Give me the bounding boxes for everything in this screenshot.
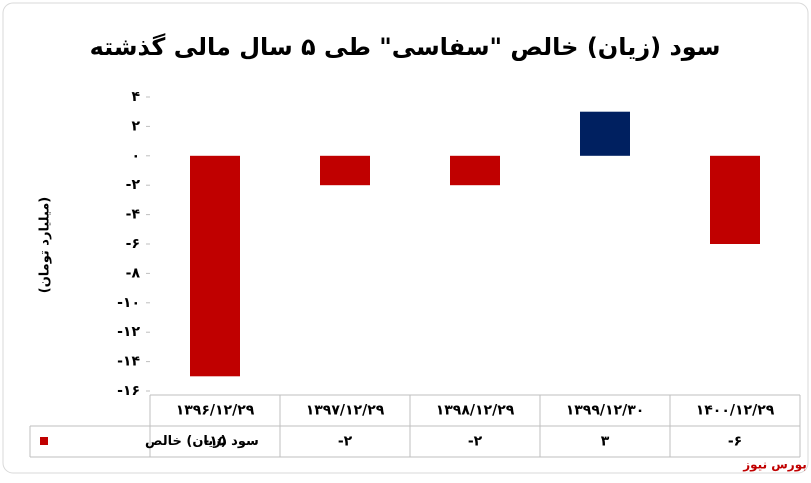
table-value: ۳: [601, 434, 610, 450]
table-value: -۶: [728, 434, 742, 450]
y-tick-label: ۲: [131, 118, 140, 134]
x-tick-label: ۱۳۹۷/۱۲/۲۹: [306, 403, 385, 419]
x-tick-label: ۱۳۹۶/۱۲/۲۹: [176, 403, 255, 419]
y-tick-label: ۴: [131, 89, 140, 105]
bar: [580, 111, 630, 156]
y-tick-label: -۱۶: [117, 383, 140, 399]
y-tick-label: -۱۰: [117, 295, 140, 311]
bar: [450, 155, 500, 186]
x-tick-label: ۱۳۹۸/۱۲/۲۹: [436, 403, 515, 419]
x-tick-label: ۱۴۰۰/۱۲/۲۹: [696, 403, 775, 419]
table-value: -۲: [468, 434, 483, 450]
y-tick-label: -۲: [126, 177, 141, 193]
table-value: -۱۵: [204, 434, 227, 450]
y-tick-label: ۰: [131, 148, 140, 164]
bar: [190, 155, 240, 377]
y-tick-label: -۸: [126, 265, 141, 281]
chart-title: سود (زیان) خالص "سفاسی" طی ۵ سال مالی گذ…: [90, 33, 721, 61]
table-value: -۲: [338, 434, 353, 450]
frame: [2, 2, 809, 474]
legend-swatch: [40, 437, 48, 445]
y-tick-label: -۱۴: [117, 354, 140, 370]
bar: [710, 155, 760, 244]
y-axis-label: (میلیارد تومان): [38, 197, 53, 293]
source: بورس نیوز: [742, 458, 807, 473]
y-tick-label: -۶: [126, 236, 140, 252]
x-tick-label: ۱۳۹۹/۱۲/۳۰: [566, 403, 645, 419]
bar: [320, 155, 370, 186]
y-tick-label: -۱۲: [117, 324, 140, 340]
y-tick-label: -۴: [126, 207, 141, 223]
legend-label: سود (زیان) خالص: [145, 434, 259, 449]
